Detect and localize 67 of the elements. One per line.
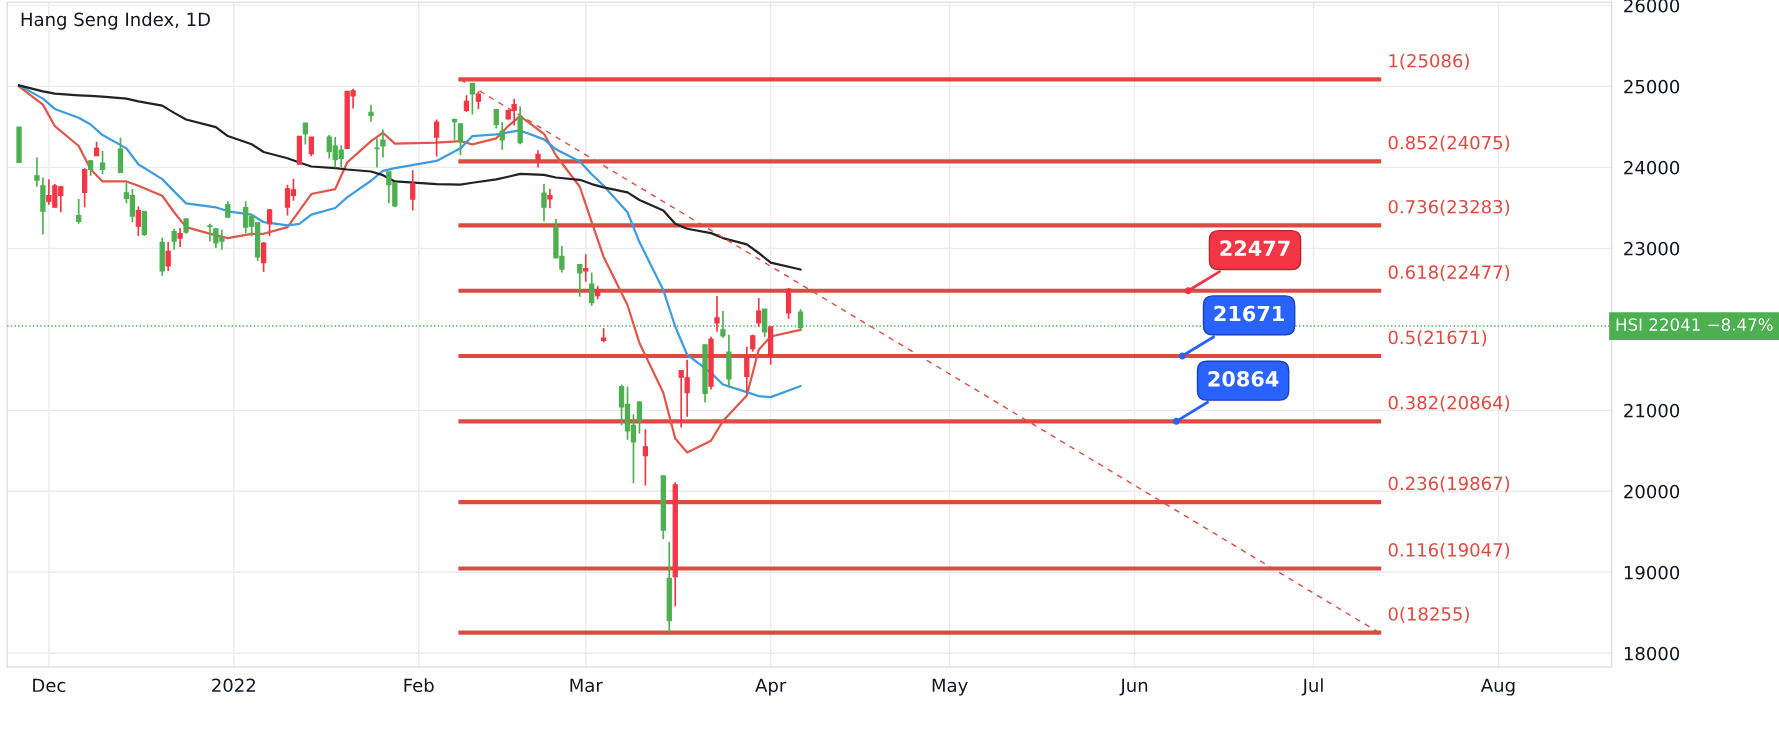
y-tick-label: 25000 [1624,79,1680,94]
y-tick-label: 24000 [1624,160,1680,175]
y-tick-label: 18000 [1624,646,1680,661]
candlestick [583,253,589,283]
candlestick [762,308,768,338]
candlestick [756,297,762,328]
x-tick-label: Jun [1119,678,1148,696]
candlestick [368,103,374,123]
x-tick-label: May [932,678,968,696]
candlestick [76,198,82,225]
candlestick [171,227,177,251]
candlestick [577,263,583,298]
candlestick [207,222,213,243]
candlestick [260,241,267,273]
candlestick [642,428,649,487]
series-label: 1(25086) [1389,53,1469,70]
annotation: 21671 [1214,305,1284,322]
candlestick [308,136,314,158]
series-label: 0.5(21671) [1388,330,1487,347]
candlestick [547,188,553,210]
series-label: 0.618(22477) [1388,264,1510,282]
line-series [17,84,802,271]
candlestick [135,205,141,237]
candlestick [266,208,273,237]
candlestick [374,137,380,169]
candlestick [589,271,595,307]
candlestick [165,241,171,272]
candlestick [82,167,88,209]
candlestick [744,345,750,395]
candlestick [541,183,547,222]
candlestick [469,82,476,116]
x-tick-label: Jul [1301,678,1323,696]
x-tick-label: Aug [1480,678,1515,696]
ref-line-label: HSI 22041 −8.47% [1616,318,1773,331]
candlestick [785,287,792,320]
annotation: 22477 [1220,240,1290,256]
annotation: 20864 [1208,370,1279,387]
candlestick [117,136,124,174]
series-label: 0(18255) [1388,606,1469,623]
series-label: 0.116(19047) [1388,542,1510,559]
candlestick [410,169,416,212]
text: Hang Seng Index, 1D [21,12,210,30]
series-label: 0.382(20864) [1388,395,1510,412]
candlestick [99,150,106,176]
y-tick-label: 19000 [1624,565,1680,580]
x-tick-label: 2022 [212,678,255,693]
series-label: 0.236(19867) [1388,476,1510,493]
candlestick [302,122,309,146]
x-tick-label: Apr [755,678,787,696]
x-tick-label: Feb [404,678,434,693]
candlestick [493,108,499,130]
y-tick-label: 21000 [1624,403,1680,418]
x-tick-label: Dec [33,678,66,693]
candlestick [433,118,440,158]
series-label: 0.736(23283) [1388,199,1510,216]
candlestick [141,210,147,237]
candlestick [457,122,464,157]
series-label: 0.852(24075) [1388,135,1510,152]
y-tick-label: 23000 [1624,241,1680,256]
candlestick [499,121,505,151]
candlestick [636,400,643,435]
candlestick [380,128,386,159]
candlestick [177,227,183,248]
x-tick-label: Mar [570,678,603,693]
candlestick [714,295,720,333]
y-tick-label: 20000 [1624,484,1680,499]
candlestick [34,156,40,188]
